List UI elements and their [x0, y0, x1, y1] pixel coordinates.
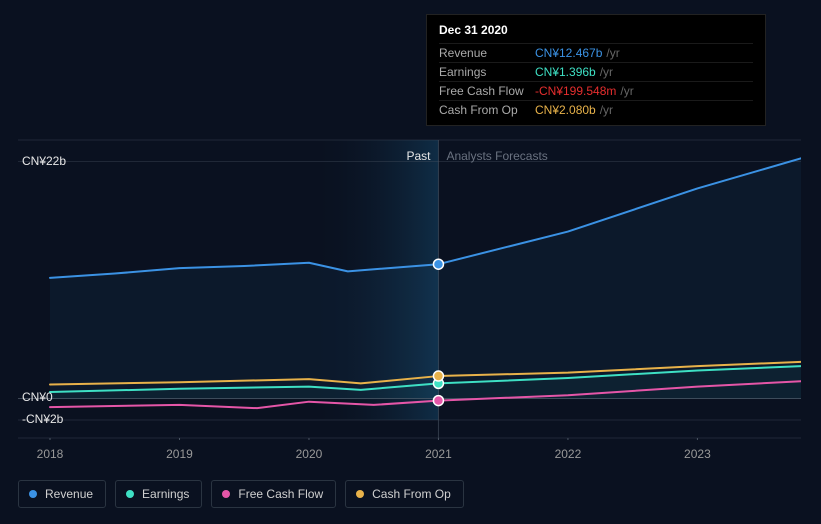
- tooltip-row: EarningsCN¥1.396b/yr: [439, 62, 753, 81]
- tooltip-row-value: CN¥12.467b: [535, 46, 602, 60]
- legend-item[interactable]: Earnings: [115, 480, 202, 508]
- x-axis-label: 2021: [425, 447, 452, 461]
- y-axis-label: CN¥22b: [22, 154, 66, 168]
- x-axis-label: 2018: [37, 447, 64, 461]
- legend-label: Cash From Op: [372, 487, 451, 501]
- legend-label: Revenue: [45, 487, 93, 501]
- tooltip-row-value: CN¥2.080b: [535, 103, 596, 117]
- tooltip-row-label: Free Cash Flow: [439, 84, 535, 98]
- tooltip-row-label: Revenue: [439, 46, 535, 60]
- x-axis-label: 2023: [684, 447, 711, 461]
- x-axis-label: 2019: [166, 447, 193, 461]
- tooltip-row-unit: /yr: [600, 65, 613, 79]
- tooltip-row-unit: /yr: [620, 84, 633, 98]
- tooltip-row: Free Cash Flow-CN¥199.548m/yr: [439, 81, 753, 100]
- legend-label: Free Cash Flow: [238, 487, 323, 501]
- tooltip-row-unit: /yr: [606, 46, 619, 60]
- tooltip-row: Cash From OpCN¥2.080b/yr: [439, 100, 753, 119]
- x-axis-label: 2022: [555, 447, 582, 461]
- legend-item[interactable]: Cash From Op: [345, 480, 464, 508]
- legend-dot-icon: [222, 490, 230, 498]
- chart-tooltip: Dec 31 2020 RevenueCN¥12.467b/yrEarnings…: [426, 14, 766, 126]
- y-axis-label: CN¥0: [22, 390, 53, 404]
- tooltip-row-unit: /yr: [600, 103, 613, 117]
- x-axis-label: 2020: [296, 447, 323, 461]
- tooltip-row-label: Earnings: [439, 65, 535, 79]
- legend-dot-icon: [126, 490, 134, 498]
- tooltip-row-label: Cash From Op: [439, 103, 535, 117]
- forecast-label: Analysts Forecasts: [446, 149, 547, 163]
- legend-item[interactable]: Free Cash Flow: [211, 480, 336, 508]
- legend-dot-icon: [356, 490, 364, 498]
- tooltip-row: RevenueCN¥12.467b/yr: [439, 43, 753, 62]
- tooltip-row-value: -CN¥199.548m: [535, 84, 616, 98]
- legend-label: Earnings: [142, 487, 189, 501]
- legend-item[interactable]: Revenue: [18, 480, 106, 508]
- chart-legend: Revenue Earnings Free Cash Flow Cash From O…: [18, 480, 464, 508]
- past-label: Past: [406, 149, 430, 163]
- y-axis-label: -CN¥2b: [22, 412, 63, 426]
- tooltip-row-value: CN¥1.396b: [535, 65, 596, 79]
- legend-dot-icon: [29, 490, 37, 498]
- tooltip-date: Dec 31 2020: [439, 23, 753, 41]
